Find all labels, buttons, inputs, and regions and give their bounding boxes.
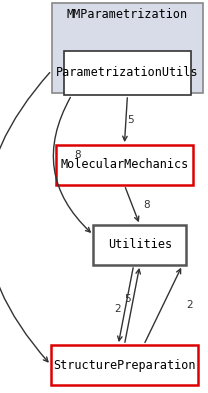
Text: 8: 8 (74, 150, 81, 160)
FancyBboxPatch shape (93, 225, 186, 265)
Text: 5: 5 (128, 115, 134, 125)
Text: 5: 5 (124, 294, 131, 304)
FancyBboxPatch shape (52, 3, 203, 93)
Text: 8: 8 (143, 200, 150, 210)
Text: StructurePreparation: StructurePreparation (53, 358, 196, 371)
FancyBboxPatch shape (51, 345, 198, 385)
Text: ParametrizationUtils: ParametrizationUtils (56, 66, 199, 79)
Text: MolecularMechanics: MolecularMechanics (60, 158, 188, 171)
Text: 2: 2 (186, 300, 193, 310)
Text: Utilities: Utilities (108, 239, 172, 252)
Text: MMParametrization: MMParametrization (67, 9, 188, 22)
FancyBboxPatch shape (56, 145, 193, 185)
FancyBboxPatch shape (64, 51, 191, 95)
Text: 2: 2 (115, 304, 121, 314)
